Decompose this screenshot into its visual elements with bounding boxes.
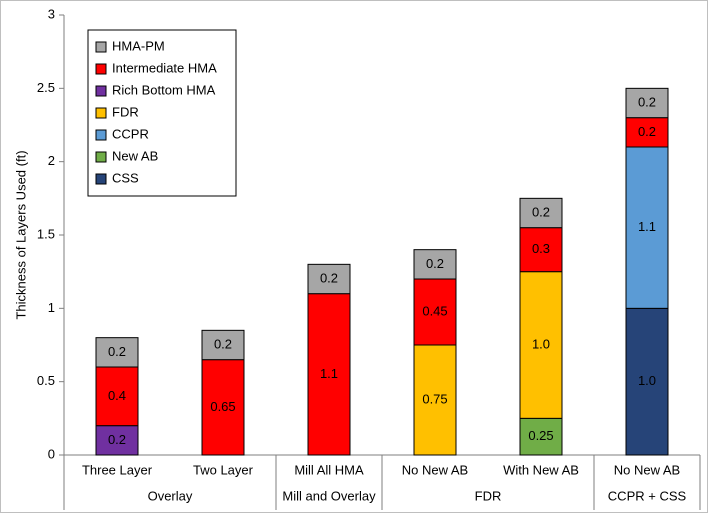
bar-segment: [95, 366, 139, 427]
bar-segment: [625, 146, 669, 309]
group-label: FDR: [475, 488, 502, 503]
x-tick-label: Two Layer: [193, 462, 254, 477]
data-label: 0.25: [528, 428, 553, 443]
data-label: 0.2: [638, 94, 656, 109]
bar-segment: [201, 329, 245, 361]
legend-swatch: [95, 85, 107, 97]
group-label: Overlay: [148, 488, 193, 503]
bar-segment: [95, 425, 139, 456]
legend-swatch: [95, 151, 107, 163]
legend-label: FDR: [112, 104, 139, 119]
data-label: 0.2: [532, 204, 550, 219]
bar-segment: [519, 227, 563, 273]
legend-label: CSS: [112, 170, 139, 185]
x-tick-label: With New AB: [503, 462, 579, 477]
x-tick-label: Mill All HMA: [294, 462, 364, 477]
y-tick-label: 3: [48, 6, 55, 21]
bar-segment: [625, 87, 669, 119]
data-label: 1.0: [638, 373, 656, 388]
data-label: 0.2: [108, 432, 126, 447]
data-label: 0.65: [210, 399, 235, 414]
bar-segment: [413, 249, 457, 280]
bar-segment: [413, 278, 457, 346]
legend-swatch: [95, 173, 107, 185]
x-tick-label: No New AB: [614, 462, 680, 477]
data-label: 0.4: [108, 388, 126, 403]
group-label: Mill and Overlay: [282, 488, 376, 503]
bar-segment: [625, 307, 669, 456]
data-label: 1.1: [320, 366, 338, 381]
data-label: 0.2: [426, 256, 444, 271]
bar-segment: [307, 293, 351, 456]
legend-box: [87, 29, 237, 197]
data-label: 0.2: [108, 344, 126, 359]
bar-segment: [519, 271, 563, 419]
y-tick-label: 2: [48, 153, 55, 168]
bar-segment: [625, 117, 669, 148]
legend-label: CCPR: [112, 126, 149, 141]
group-label: CCPR + CSS: [608, 488, 687, 503]
data-label: 0.2: [214, 336, 232, 351]
legend-label: New AB: [112, 148, 158, 163]
data-label: 0.2: [638, 124, 656, 139]
y-axis-title: Thickness of Layers Used (ft): [13, 150, 28, 319]
y-tick-label: 1: [48, 300, 55, 315]
bar-segment: [307, 263, 351, 295]
y-tick-label: 2.5: [37, 80, 55, 95]
data-label: 0.3: [532, 241, 550, 256]
y-tick-label: 1.5: [37, 226, 55, 241]
bar-segment: [413, 344, 457, 456]
bar-segment: [95, 337, 139, 368]
y-tick-label: 0.5: [37, 373, 55, 388]
legend-swatch: [95, 41, 107, 53]
bar-segment: [201, 359, 245, 456]
bar-segment: [519, 417, 563, 456]
data-label: 1.0: [532, 336, 550, 351]
x-tick-label: Three Layer: [82, 462, 153, 477]
legend-label: Intermediate HMA: [112, 60, 217, 75]
legend-swatch: [95, 129, 107, 141]
data-label: 0.45: [422, 303, 447, 318]
y-tick-label: 0: [48, 446, 55, 461]
data-label: 0.2: [320, 270, 338, 285]
legend-swatch: [95, 63, 107, 75]
legend-swatch: [95, 107, 107, 119]
data-label: 1.1: [638, 219, 656, 234]
legend-label: HMA-PM: [112, 38, 165, 53]
legend-label: Rich Bottom HMA: [112, 82, 216, 97]
data-label: 0.75: [422, 391, 447, 406]
x-tick-label: No New AB: [402, 462, 468, 477]
bar-segment: [519, 197, 563, 229]
